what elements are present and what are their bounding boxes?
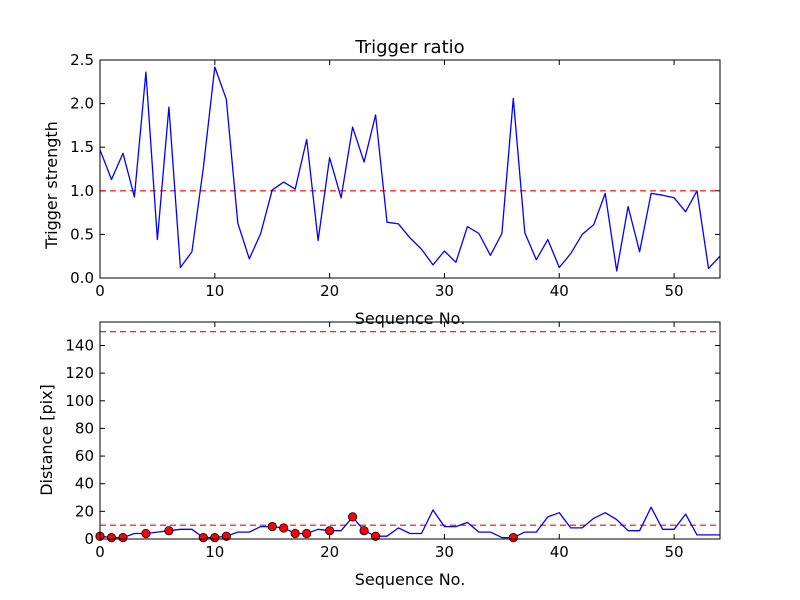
data-point-marker <box>347 512 358 522</box>
data-point-marker <box>141 528 151 539</box>
data-point-marker <box>508 533 518 543</box>
data-point-marker <box>164 526 174 536</box>
y-tick-label: 2.5 <box>70 51 94 69</box>
x-tick-label: 40 <box>550 282 569 300</box>
y-tick-label: 1.0 <box>70 182 94 200</box>
axis-ticks: 0 10 20 30 40 50 0 20 40 60 80 100 120 140 <box>65 322 720 561</box>
x-tick-label: 30 <box>435 282 454 300</box>
y-tick-label: 80 <box>75 419 94 437</box>
x-tick-label: 10 <box>205 282 224 300</box>
x-tick-label: 20 <box>320 282 339 300</box>
x-tick-label: 30 <box>435 543 454 561</box>
data-point-marker <box>106 533 117 543</box>
data-series <box>99 66 721 272</box>
data-point-marker <box>325 526 335 536</box>
series-line <box>99 66 721 272</box>
data-point-marker <box>302 528 312 539</box>
data-point-marker <box>198 533 208 543</box>
data-markers <box>95 512 518 543</box>
y-tick-label: 2.0 <box>70 95 94 113</box>
data-point-marker <box>267 521 277 532</box>
x-tick-label: 40 <box>550 543 569 561</box>
y-tick-label: 0.5 <box>70 225 94 243</box>
y-tick-label: 20 <box>75 502 94 520</box>
plot-frame <box>99 321 721 540</box>
data-point-marker <box>221 531 231 541</box>
x-tick-label: 0 <box>95 543 105 561</box>
x-tick-label: 50 <box>665 282 684 300</box>
chart-title: Trigger ratio <box>354 37 464 58</box>
y-tick-label: 0 <box>84 530 94 548</box>
data-point-marker <box>118 533 128 543</box>
x-tick-label: 50 <box>665 543 684 561</box>
data-point-marker <box>290 528 300 539</box>
y-tick-label: 100 <box>65 392 94 410</box>
data-point-marker <box>359 526 369 536</box>
x-tick-label: 20 <box>320 543 339 561</box>
threshold-lines <box>100 331 720 526</box>
y-tick-label: 60 <box>75 447 94 465</box>
y-tick-label: 120 <box>65 364 94 382</box>
y-tick-label: 1.5 <box>70 138 94 156</box>
x-axis-label: Sequence No. <box>355 309 466 328</box>
x-tick-label: 10 <box>205 543 224 561</box>
y-tick-label: 140 <box>65 336 94 354</box>
axis-ticks: 0 10 20 30 40 50 0.0 0.5 1.0 1.5 2.0 2.5 <box>70 51 720 300</box>
y-tick-label: 0.0 <box>70 269 94 287</box>
plot-frame <box>99 59 721 279</box>
y-axis-label: Distance [pix] <box>37 384 56 496</box>
data-point-marker <box>370 531 381 541</box>
y-tick-label: 40 <box>75 475 94 493</box>
x-axis-label: Sequence No. <box>355 570 466 589</box>
distance-panel: Distance [pix] Sequence No. 0 10 20 30 40 500… <box>37 321 721 589</box>
trigger-ratio-panel: Trigger ratio Trigger strength Sequence … <box>42 37 721 328</box>
y-axis-label: Trigger strength <box>42 121 61 250</box>
data-point-marker <box>279 523 289 533</box>
data-point-marker <box>210 533 220 543</box>
x-tick-label: 0 <box>95 282 105 300</box>
